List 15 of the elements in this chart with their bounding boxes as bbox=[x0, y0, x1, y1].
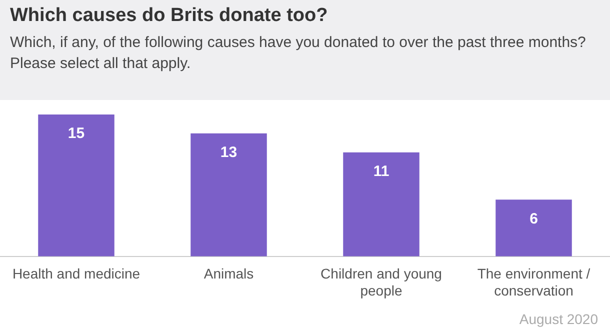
bar bbox=[496, 200, 572, 256]
x-tick-label: Health and medicine bbox=[12, 266, 140, 282]
data-label: 13 bbox=[220, 144, 238, 162]
bar bbox=[38, 114, 114, 256]
data-label: 11 bbox=[373, 162, 390, 180]
bar bbox=[190, 133, 267, 256]
text: August 2020 bbox=[519, 311, 598, 327]
x-tick-label: Animals bbox=[204, 266, 254, 282]
bar bbox=[343, 152, 420, 256]
chart-title: Which causes do Brits donate too? bbox=[10, 5, 329, 27]
chart-subtitle: Which, if any, of the following causes have you donated to over the past three months? Please select all that apply. bbox=[10, 33, 587, 74]
x-tick-label: Children and young people bbox=[320, 266, 442, 298]
data-label: 15 bbox=[68, 125, 85, 142]
x-tick-label: The environment / conservation bbox=[477, 266, 590, 298]
data-label: 6 bbox=[530, 210, 538, 228]
